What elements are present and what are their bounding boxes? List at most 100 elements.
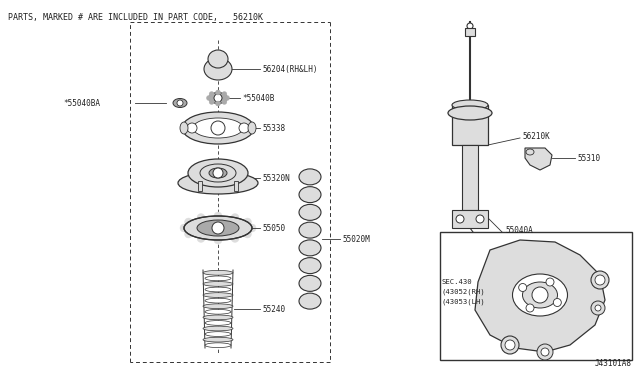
Circle shape bbox=[231, 234, 239, 243]
Ellipse shape bbox=[209, 168, 227, 178]
Circle shape bbox=[595, 275, 605, 285]
Circle shape bbox=[248, 224, 256, 232]
Ellipse shape bbox=[448, 106, 492, 120]
Ellipse shape bbox=[299, 258, 321, 274]
Circle shape bbox=[216, 90, 221, 95]
Circle shape bbox=[239, 123, 249, 133]
Bar bbox=[234, 181, 238, 191]
Ellipse shape bbox=[526, 149, 534, 155]
Ellipse shape bbox=[204, 58, 232, 80]
Circle shape bbox=[546, 278, 554, 286]
Ellipse shape bbox=[452, 100, 488, 110]
Circle shape bbox=[180, 224, 188, 232]
Ellipse shape bbox=[188, 159, 248, 187]
Circle shape bbox=[184, 230, 193, 238]
Text: 56210K: 56210K bbox=[522, 131, 550, 141]
Ellipse shape bbox=[197, 220, 239, 236]
Ellipse shape bbox=[205, 332, 231, 336]
Text: 55338: 55338 bbox=[262, 124, 285, 132]
Circle shape bbox=[207, 96, 211, 100]
Ellipse shape bbox=[205, 343, 231, 347]
Circle shape bbox=[197, 234, 205, 243]
Ellipse shape bbox=[205, 276, 231, 281]
Circle shape bbox=[225, 96, 230, 100]
Circle shape bbox=[212, 222, 224, 234]
Ellipse shape bbox=[299, 222, 321, 238]
Ellipse shape bbox=[205, 310, 231, 314]
Circle shape bbox=[216, 101, 221, 106]
Ellipse shape bbox=[178, 172, 258, 194]
Ellipse shape bbox=[513, 274, 568, 316]
Circle shape bbox=[243, 230, 252, 238]
Ellipse shape bbox=[203, 293, 233, 298]
Ellipse shape bbox=[205, 287, 231, 292]
Ellipse shape bbox=[522, 282, 557, 308]
Text: 55050: 55050 bbox=[262, 224, 285, 232]
Circle shape bbox=[518, 283, 527, 292]
Text: 56204(RH&LH): 56204(RH&LH) bbox=[262, 64, 317, 74]
Circle shape bbox=[456, 215, 464, 223]
Circle shape bbox=[211, 121, 225, 135]
Text: 55320N: 55320N bbox=[262, 173, 290, 183]
Circle shape bbox=[591, 271, 609, 289]
Ellipse shape bbox=[203, 337, 233, 342]
Text: J43101A8: J43101A8 bbox=[595, 359, 632, 368]
Circle shape bbox=[214, 236, 222, 244]
Circle shape bbox=[231, 214, 239, 222]
Ellipse shape bbox=[180, 122, 188, 134]
Circle shape bbox=[214, 94, 222, 102]
Text: PARTS, MARKED # ARE INCLUDED IN PART CODE,   56210K: PARTS, MARKED # ARE INCLUDED IN PART COD… bbox=[8, 13, 263, 22]
Bar bbox=[440, 232, 632, 360]
Ellipse shape bbox=[205, 298, 231, 303]
Text: 55020M: 55020M bbox=[342, 234, 370, 244]
Ellipse shape bbox=[193, 118, 243, 138]
Polygon shape bbox=[475, 240, 605, 352]
Ellipse shape bbox=[203, 270, 233, 275]
Ellipse shape bbox=[299, 187, 321, 203]
Circle shape bbox=[197, 214, 205, 222]
Ellipse shape bbox=[299, 275, 321, 291]
Text: 55040A: 55040A bbox=[505, 225, 532, 234]
Bar bbox=[198, 181, 202, 191]
Circle shape bbox=[532, 287, 548, 303]
Circle shape bbox=[501, 336, 519, 354]
Ellipse shape bbox=[203, 282, 233, 286]
Bar bbox=[452, 105, 488, 145]
Ellipse shape bbox=[299, 240, 321, 256]
Circle shape bbox=[591, 301, 605, 315]
Circle shape bbox=[595, 305, 601, 311]
Ellipse shape bbox=[299, 293, 321, 309]
Circle shape bbox=[184, 218, 193, 226]
Text: 55310: 55310 bbox=[577, 154, 600, 163]
Ellipse shape bbox=[248, 122, 256, 134]
Circle shape bbox=[467, 23, 473, 29]
Ellipse shape bbox=[208, 50, 228, 68]
Circle shape bbox=[537, 344, 553, 360]
Ellipse shape bbox=[299, 169, 321, 185]
Circle shape bbox=[214, 212, 222, 220]
Circle shape bbox=[243, 218, 252, 226]
Circle shape bbox=[222, 99, 227, 105]
Circle shape bbox=[213, 168, 223, 178]
Ellipse shape bbox=[500, 240, 509, 246]
Ellipse shape bbox=[493, 249, 502, 255]
Text: SEC.430: SEC.430 bbox=[442, 279, 472, 285]
Ellipse shape bbox=[299, 204, 321, 220]
Ellipse shape bbox=[200, 164, 236, 182]
Circle shape bbox=[526, 304, 534, 312]
Ellipse shape bbox=[203, 326, 233, 331]
Ellipse shape bbox=[203, 315, 233, 320]
Circle shape bbox=[505, 340, 515, 350]
Circle shape bbox=[209, 92, 214, 97]
Circle shape bbox=[187, 123, 197, 133]
Ellipse shape bbox=[182, 112, 254, 144]
Bar bbox=[462, 145, 478, 210]
Ellipse shape bbox=[209, 93, 227, 103]
Ellipse shape bbox=[173, 99, 187, 108]
Polygon shape bbox=[525, 148, 552, 170]
Text: (43052(RH): (43052(RH) bbox=[442, 289, 486, 295]
Bar bbox=[452, 210, 488, 228]
Circle shape bbox=[222, 92, 227, 97]
Text: (43053(LH): (43053(LH) bbox=[442, 299, 486, 305]
Ellipse shape bbox=[205, 321, 231, 325]
